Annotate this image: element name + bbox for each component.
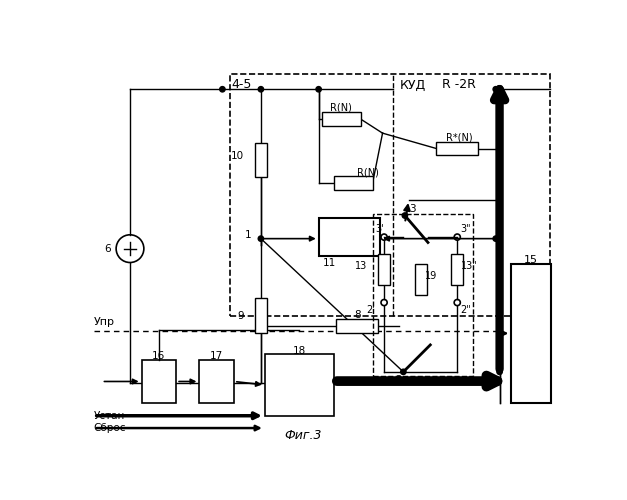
- Text: 6: 6: [104, 244, 111, 254]
- Circle shape: [497, 86, 502, 92]
- Text: Сброс: Сброс: [94, 423, 126, 433]
- Circle shape: [219, 86, 225, 92]
- Text: 3: 3: [409, 204, 416, 214]
- Text: 13: 13: [355, 260, 367, 270]
- Bar: [378, 254, 390, 285]
- Text: 10: 10: [231, 151, 244, 161]
- Text: R*(N): R*(N): [446, 133, 472, 143]
- Text: R(N): R(N): [357, 168, 379, 177]
- Circle shape: [493, 236, 498, 242]
- Text: 3': 3': [375, 224, 384, 234]
- Text: R -2R: R -2R: [442, 78, 476, 92]
- Bar: [451, 254, 463, 285]
- Bar: [142, 360, 176, 403]
- Bar: [334, 176, 372, 190]
- Bar: [255, 143, 267, 178]
- Bar: [319, 218, 380, 256]
- Text: Фиг.3: Фиг.3: [285, 430, 322, 442]
- Bar: [255, 298, 267, 333]
- Text: 19: 19: [425, 270, 437, 280]
- Text: 9: 9: [238, 310, 244, 320]
- Circle shape: [316, 86, 321, 92]
- Bar: [372, 214, 473, 376]
- Circle shape: [493, 86, 498, 92]
- Bar: [322, 112, 361, 126]
- Text: 18: 18: [293, 346, 306, 356]
- Bar: [415, 264, 427, 295]
- Bar: [511, 264, 551, 402]
- Circle shape: [401, 369, 406, 374]
- Text: 8: 8: [354, 310, 361, 320]
- Circle shape: [497, 330, 502, 336]
- Circle shape: [258, 236, 263, 242]
- Circle shape: [402, 213, 408, 218]
- Text: 13": 13": [461, 260, 478, 270]
- Text: Упр: Упр: [94, 317, 115, 327]
- Circle shape: [258, 86, 263, 92]
- Bar: [265, 354, 334, 416]
- Circle shape: [497, 198, 502, 203]
- Text: 4-5: 4-5: [231, 78, 252, 92]
- Text: 17: 17: [210, 352, 223, 362]
- Text: 16: 16: [152, 352, 166, 362]
- Text: 2: 2: [396, 374, 403, 384]
- Bar: [199, 360, 234, 403]
- Text: КУД: КУД: [399, 78, 426, 92]
- Bar: [436, 142, 478, 156]
- Text: 15: 15: [524, 255, 538, 265]
- Text: 2": 2": [460, 305, 471, 316]
- Text: 11: 11: [322, 258, 335, 268]
- Text: 3": 3": [460, 224, 471, 234]
- Bar: [230, 74, 550, 316]
- Text: R(N): R(N): [330, 102, 352, 113]
- Circle shape: [497, 369, 502, 374]
- Bar: [336, 318, 378, 332]
- Text: 2': 2': [366, 305, 375, 316]
- Text: Устан: Устан: [94, 410, 125, 420]
- Text: 1: 1: [245, 230, 251, 240]
